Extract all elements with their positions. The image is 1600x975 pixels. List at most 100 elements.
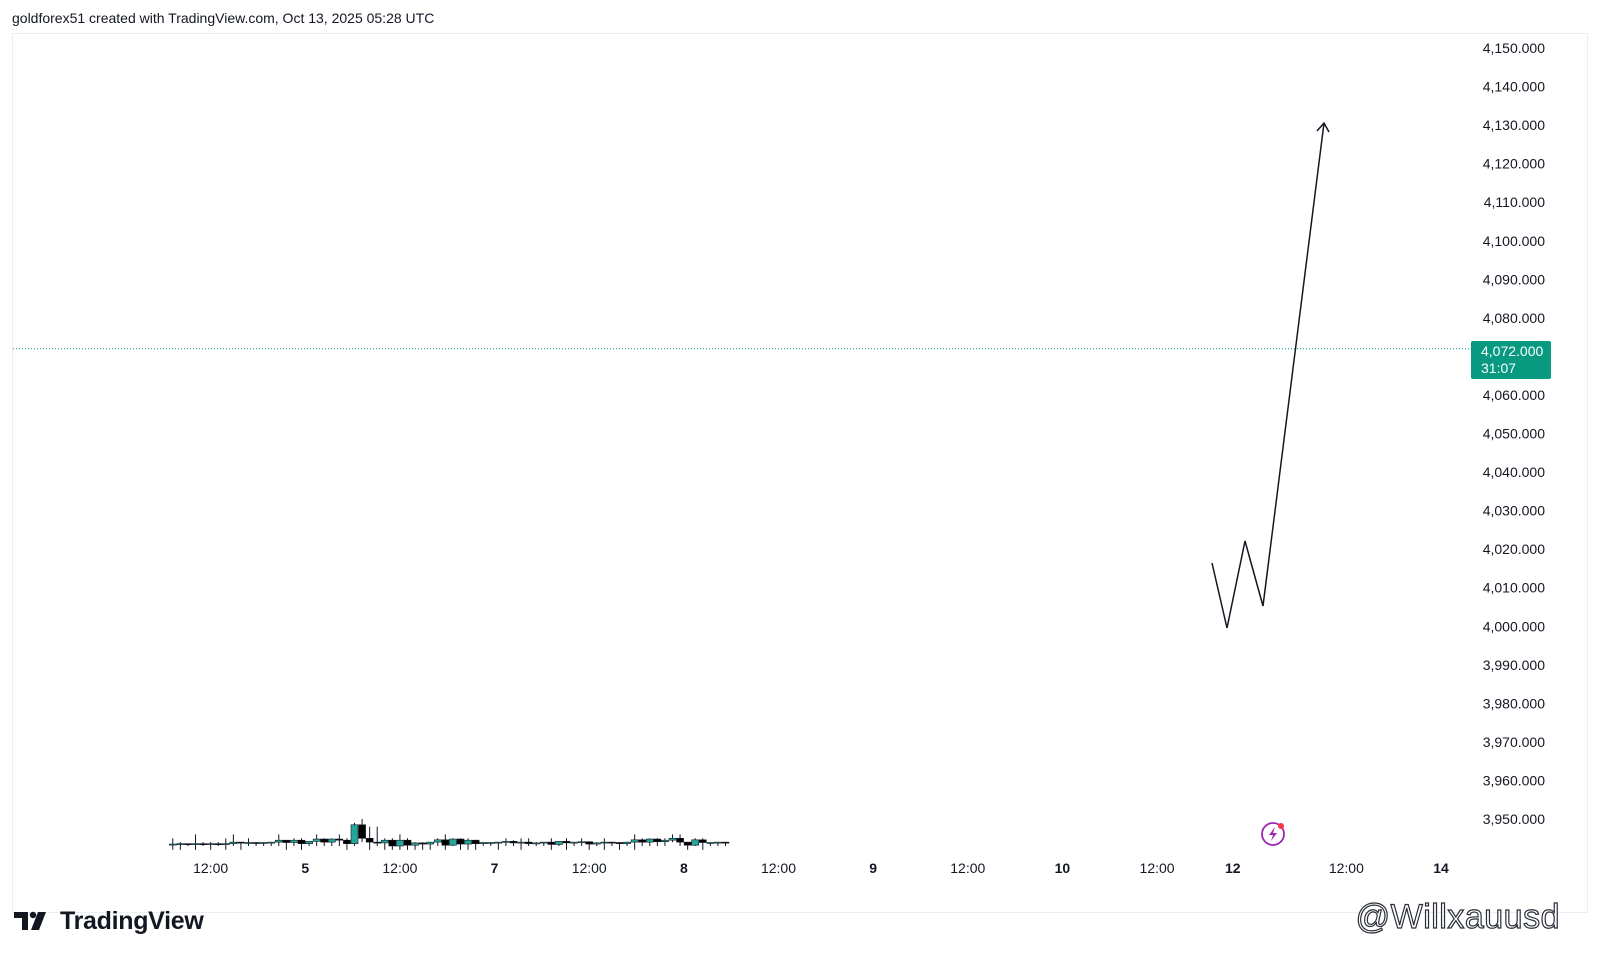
candle-body — [244, 842, 253, 844]
candle-body — [305, 841, 313, 844]
candle — [645, 838, 654, 846]
candle — [396, 834, 404, 850]
candle — [471, 839, 480, 850]
candle-body — [433, 839, 442, 843]
candle — [259, 842, 268, 846]
price-tick-label: 4,080.000 — [1483, 310, 1545, 326]
price-tick-label: 4,150.000 — [1483, 40, 1545, 56]
projection-drawing-group[interactable] — [1211, 121, 1330, 629]
candle-body — [237, 841, 245, 844]
author-watermark: @Willxauusd — [1355, 897, 1560, 936]
candle — [418, 842, 427, 850]
projected-path-line[interactable] — [1211, 122, 1325, 629]
candle-body — [555, 841, 563, 845]
candle-body — [570, 841, 578, 844]
candle-body — [615, 842, 624, 844]
candle-body — [698, 839, 707, 843]
candle — [464, 838, 472, 850]
candle-body — [721, 841, 730, 844]
candle — [577, 838, 586, 846]
candle-body — [532, 842, 541, 845]
price-tick-label: 4,020.000 — [1483, 541, 1545, 557]
candle — [721, 841, 730, 846]
time-axis[interactable]: 12:00 5 12:00 7 12:00 8 12:00 9 12:00 10 12:00 12 12… — [193, 860, 1449, 876]
lightning-icon[interactable] — [1261, 822, 1285, 846]
candle-body — [388, 839, 397, 847]
candle — [638, 838, 647, 846]
candle — [539, 841, 548, 846]
chart-panel[interactable]: 3,950.000 3,960.000 3,970.000 3,980.000 3,99… — [12, 33, 1588, 913]
candle — [570, 841, 578, 846]
candle — [449, 838, 457, 846]
candle-body — [502, 841, 510, 843]
price-tick-label: 4,010.000 — [1483, 580, 1545, 596]
candle — [343, 838, 351, 850]
candle — [426, 841, 435, 850]
candlestick-chart[interactable]: 3,950.000 3,960.000 3,970.000 3,980.000 3,99… — [13, 34, 1589, 914]
candle-body — [494, 841, 503, 844]
candle — [585, 841, 594, 850]
candle — [267, 841, 276, 846]
price-axis[interactable]: 3,950.000 3,960.000 3,970.000 3,980.000 3,99… — [1483, 40, 1546, 827]
candle — [691, 838, 700, 846]
candle — [206, 842, 215, 850]
candle — [358, 819, 366, 843]
candle-body — [297, 839, 306, 844]
price-label-price: 4,072.000 — [1481, 343, 1543, 359]
candle — [547, 838, 556, 850]
candle-body — [683, 841, 692, 846]
candle-body — [714, 841, 722, 844]
candle — [274, 834, 283, 846]
candle — [494, 841, 503, 850]
candle-body — [691, 839, 700, 846]
candle-body — [290, 839, 298, 843]
time-tick-label: 12:00 — [1140, 860, 1175, 876]
price-tick-label: 4,100.000 — [1483, 233, 1545, 249]
price-tick-label: 3,970.000 — [1483, 734, 1545, 750]
candle-body — [464, 839, 472, 845]
candle — [502, 838, 510, 846]
candle-body — [479, 842, 488, 844]
candle-body — [471, 839, 480, 844]
candle-body — [577, 841, 586, 844]
candle-body — [312, 838, 321, 842]
candle — [214, 842, 223, 846]
price-tick-label: 4,140.000 — [1483, 79, 1545, 95]
candle-body — [418, 842, 427, 845]
candle-body — [252, 842, 260, 844]
chart-attribution-header: goldforex51 created with TradingView.com… — [12, 10, 435, 26]
candle-body — [380, 839, 389, 844]
candle-body — [396, 839, 404, 847]
candle-body — [221, 843, 230, 845]
candle-body — [373, 841, 382, 844]
tradingview-brand[interactable]: TradingView — [14, 906, 204, 936]
candle — [630, 834, 639, 850]
candle — [509, 840, 518, 846]
candle — [615, 842, 624, 850]
candle-body — [168, 843, 177, 846]
candle — [653, 838, 662, 846]
candle-body — [600, 841, 609, 844]
price-tick-label: 4,030.000 — [1483, 503, 1545, 519]
price-tick-label: 4,120.000 — [1483, 156, 1545, 172]
price-label-background — [1471, 341, 1551, 379]
candle — [676, 834, 684, 846]
candle-body — [623, 841, 631, 844]
candle-body — [259, 842, 268, 844]
candle — [282, 839, 291, 850]
candle-body — [229, 841, 238, 844]
price-tick-label: 3,990.000 — [1483, 657, 1545, 673]
candle-body — [668, 837, 677, 841]
price-tick-label: 4,060.000 — [1483, 387, 1545, 403]
candle-body — [517, 841, 525, 844]
candle — [297, 838, 306, 850]
candle — [562, 838, 571, 850]
time-tick-label: 14 — [1433, 860, 1449, 876]
candle — [524, 838, 533, 846]
candle — [433, 838, 442, 846]
candle-body — [184, 843, 192, 845]
time-tick-label: 12:00 — [193, 860, 228, 876]
price-tick-label: 4,090.000 — [1483, 271, 1545, 287]
candle — [327, 838, 336, 846]
price-tick-label: 4,050.000 — [1483, 426, 1545, 442]
